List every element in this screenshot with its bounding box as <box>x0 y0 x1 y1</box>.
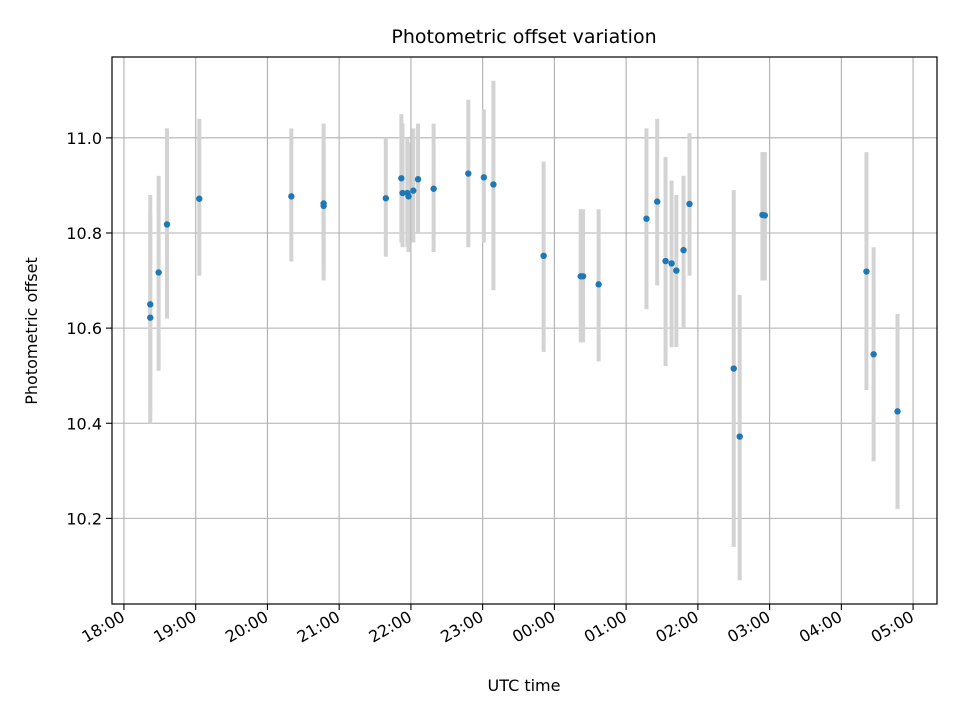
x-tick-label: 22:00 <box>365 607 414 647</box>
data-point <box>894 408 901 415</box>
data-point <box>320 202 327 210</box>
data-point <box>668 260 675 267</box>
data-point <box>155 269 162 276</box>
x-tick-label: 21:00 <box>294 607 343 647</box>
data-point <box>654 198 661 205</box>
x-tick-label: 23:00 <box>437 607 486 647</box>
data-points <box>147 170 901 440</box>
data-point <box>730 365 737 372</box>
data-point <box>673 267 680 274</box>
data-point <box>643 215 650 222</box>
data-point <box>196 195 203 202</box>
x-tick-label: 05:00 <box>868 607 917 647</box>
data-point <box>382 195 390 202</box>
data-point <box>686 200 693 208</box>
grid-lines <box>112 57 937 604</box>
x-tick-label: 20:00 <box>222 607 271 647</box>
y-tick-label: 10.4 <box>66 414 102 433</box>
data-point <box>163 221 171 228</box>
error-bars <box>148 80 900 581</box>
data-point <box>870 351 877 358</box>
data-point <box>405 193 412 200</box>
x-tick-label: 00:00 <box>509 607 558 647</box>
data-point <box>761 212 769 219</box>
data-point <box>680 246 687 254</box>
x-tick-label: 03:00 <box>724 607 773 647</box>
data-point <box>398 175 405 182</box>
data-point <box>410 187 417 194</box>
data-point <box>595 281 602 288</box>
data-point <box>579 273 587 280</box>
y-axis-label: Photometric offset <box>22 257 41 405</box>
data-point <box>430 185 437 192</box>
y-tick-label: 10.2 <box>66 509 102 528</box>
y-tick-label: 11.0 <box>66 129 102 148</box>
data-point <box>147 301 154 308</box>
y-tick-label: 10.8 <box>66 224 102 243</box>
data-point <box>147 314 154 321</box>
x-axis-ticks: 18:00 19:00 20:00 21:00 22:00 23:00 00:00 01:00… <box>79 604 917 647</box>
x-tick-label: 19:00 <box>150 607 199 647</box>
data-point <box>736 433 743 440</box>
y-axis-ticks: 10.2 10.4 10.6 10.8 11.0 <box>66 129 112 528</box>
chart-title: Photometric offset variation <box>391 26 656 48</box>
x-tick-label: 04:00 <box>796 607 845 647</box>
x-axis-label: UTC time <box>488 676 561 695</box>
data-point <box>399 189 406 197</box>
data-point <box>414 176 422 183</box>
x-tick-label: 02:00 <box>652 607 701 647</box>
y-tick-label: 10.6 <box>66 319 102 338</box>
data-point <box>480 174 488 181</box>
data-point <box>863 268 870 275</box>
data-point <box>465 170 472 177</box>
data-point <box>540 252 547 260</box>
data-point <box>662 257 669 265</box>
data-point <box>490 181 497 188</box>
x-tick-label: 18:00 <box>79 607 128 647</box>
data-point <box>288 193 295 200</box>
x-tick-label: 01:00 <box>581 607 630 647</box>
plot-frame <box>111 56 938 605</box>
